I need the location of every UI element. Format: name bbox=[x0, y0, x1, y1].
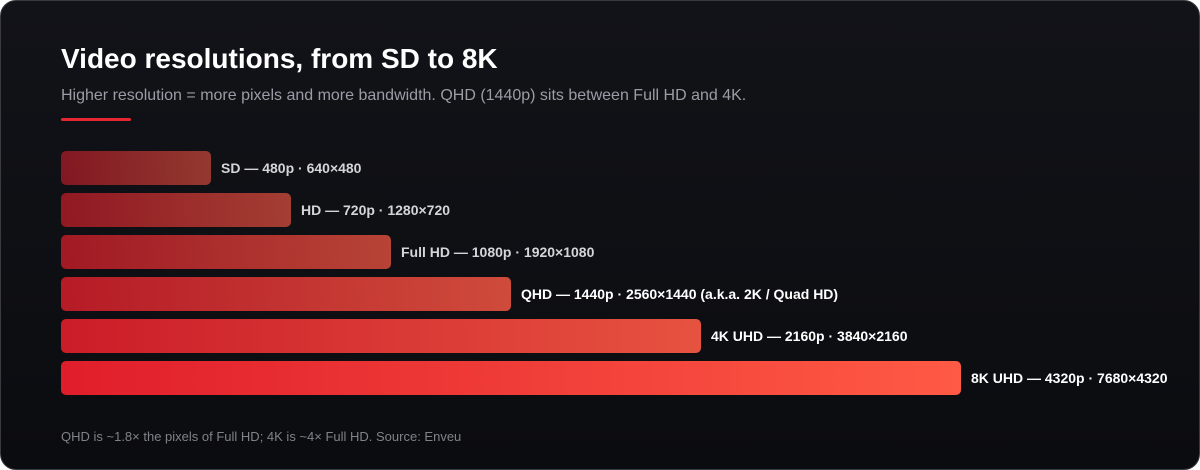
bar bbox=[61, 319, 701, 353]
bar-label: HD — 720p · 1280×720 bbox=[301, 202, 451, 218]
title: Video resolutions, from SD to 8K bbox=[61, 43, 498, 74]
bar-row: SD — 480p · 640×480 bbox=[61, 151, 1168, 185]
bar bbox=[61, 151, 211, 185]
bar-label: 8K UHD — 4320p · 7680×4320 bbox=[971, 370, 1168, 386]
bar-row: 4K UHD — 2160p · 3840×2160 bbox=[61, 319, 1168, 353]
accent-line bbox=[61, 118, 131, 121]
bar-row: QHD — 1440p · 2560×1440 (a.k.a. 2K / Qua… bbox=[61, 277, 1168, 311]
footnote: QHD is ~1.8× the pixels of Full HD; 4K i… bbox=[61, 429, 462, 444]
bar-label: Full HD — 1080p · 1920×1080 bbox=[401, 244, 595, 260]
bar bbox=[61, 235, 391, 269]
bar bbox=[61, 193, 291, 227]
bar-row: 8K UHD — 4320p · 7680×4320 bbox=[61, 361, 1168, 395]
bar-label: SD — 480p · 640×480 bbox=[221, 160, 362, 176]
bar bbox=[61, 361, 961, 395]
bar-row: HD — 720p · 1280×720 bbox=[61, 193, 1168, 227]
bar-list: SD — 480p · 640×480 HD — 720p · 1280×720 F… bbox=[61, 151, 1168, 403]
bar bbox=[61, 277, 511, 311]
bar-row: Full HD — 1080p · 1920×1080 bbox=[61, 235, 1168, 269]
bar-label: 4K UHD — 2160p · 3840×2160 bbox=[711, 328, 908, 344]
subtitle: Higher resolution = more pixels and more… bbox=[61, 87, 747, 104]
bar-label: QHD — 1440p · 2560×1440 (a.k.a. 2K / Qua… bbox=[521, 286, 839, 302]
